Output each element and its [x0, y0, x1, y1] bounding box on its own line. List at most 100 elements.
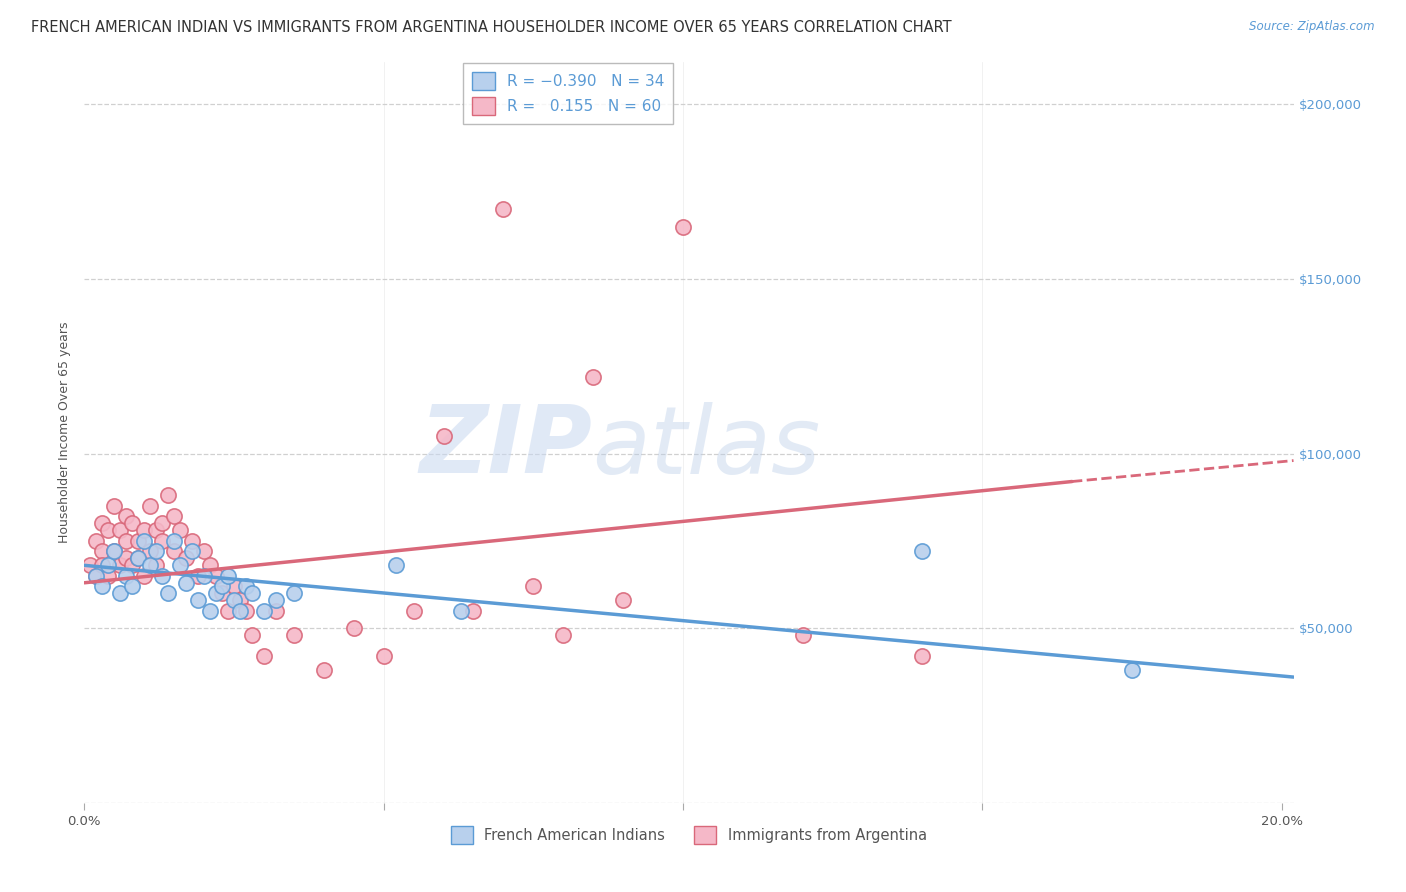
Point	[264, 604, 287, 618]
Point	[79, 558, 101, 573]
Point	[91, 579, 114, 593]
Point	[193, 569, 215, 583]
Point	[253, 649, 276, 664]
Point	[1121, 663, 1143, 677]
Legend: French American Indians, Immigrants from Argentina: French American Indians, Immigrants from…	[443, 819, 935, 851]
Point	[187, 593, 209, 607]
Point	[157, 488, 180, 502]
Point	[134, 533, 156, 548]
Point	[121, 579, 143, 593]
Point	[115, 509, 138, 524]
Point	[222, 579, 245, 593]
Point	[432, 429, 454, 443]
Point	[283, 628, 305, 642]
Point	[169, 558, 191, 573]
Point	[283, 586, 305, 600]
Point	[86, 569, 108, 583]
Point	[217, 569, 239, 583]
Point	[150, 516, 173, 531]
Point	[205, 569, 228, 583]
Point	[127, 551, 149, 566]
Point	[86, 569, 108, 583]
Point	[229, 604, 252, 618]
Point	[110, 586, 132, 600]
Text: atlas: atlas	[592, 402, 821, 493]
Point	[91, 516, 114, 531]
Point	[145, 558, 167, 573]
Point	[134, 569, 156, 583]
Y-axis label: Householder Income Over 65 years: Householder Income Over 65 years	[58, 322, 72, 543]
Point	[115, 569, 138, 583]
Point	[211, 579, 233, 593]
Point	[582, 369, 605, 384]
Point	[150, 569, 173, 583]
Point	[110, 558, 132, 573]
Point	[97, 524, 120, 538]
Point	[792, 628, 814, 642]
Point	[672, 219, 695, 234]
Point	[163, 533, 186, 548]
Point	[492, 202, 515, 216]
Point	[139, 558, 162, 573]
Point	[522, 579, 544, 593]
Point	[115, 533, 138, 548]
Point	[139, 499, 162, 513]
Point	[103, 544, 125, 558]
Point	[553, 628, 575, 642]
Point	[134, 524, 156, 538]
Point	[240, 586, 263, 600]
Point	[450, 604, 472, 618]
Point	[181, 544, 204, 558]
Point	[198, 558, 221, 573]
Point	[97, 558, 120, 573]
Point	[127, 551, 149, 566]
Point	[169, 524, 191, 538]
Point	[150, 533, 173, 548]
Point	[235, 579, 257, 593]
Point	[103, 544, 125, 558]
Point	[222, 593, 245, 607]
Point	[181, 533, 204, 548]
Point	[312, 663, 335, 677]
Text: FRENCH AMERICAN INDIAN VS IMMIGRANTS FROM ARGENTINA HOUSEHOLDER INCOME OVER 65 Y: FRENCH AMERICAN INDIAN VS IMMIGRANTS FRO…	[31, 20, 952, 35]
Point	[121, 558, 143, 573]
Point	[110, 524, 132, 538]
Point	[187, 569, 209, 583]
Point	[384, 558, 406, 573]
Point	[91, 544, 114, 558]
Point	[911, 544, 934, 558]
Point	[145, 524, 167, 538]
Point	[145, 544, 167, 558]
Point	[229, 593, 252, 607]
Point	[163, 544, 186, 558]
Point	[91, 558, 114, 573]
Point	[217, 604, 239, 618]
Point	[240, 628, 263, 642]
Point	[253, 604, 276, 618]
Point	[174, 551, 197, 566]
Text: ZIP: ZIP	[419, 401, 592, 493]
Point	[193, 544, 215, 558]
Point	[211, 586, 233, 600]
Point	[343, 621, 366, 635]
Point	[163, 509, 186, 524]
Point	[157, 586, 180, 600]
Point	[402, 604, 425, 618]
Point	[174, 575, 197, 590]
Point	[97, 569, 120, 583]
Point	[463, 604, 485, 618]
Point	[373, 649, 395, 664]
Point	[205, 586, 228, 600]
Point	[198, 604, 221, 618]
Point	[103, 499, 125, 513]
Point	[86, 533, 108, 548]
Point	[127, 533, 149, 548]
Point	[911, 649, 934, 664]
Point	[235, 604, 257, 618]
Point	[612, 593, 634, 607]
Point	[115, 551, 138, 566]
Point	[139, 544, 162, 558]
Point	[264, 593, 287, 607]
Text: Source: ZipAtlas.com: Source: ZipAtlas.com	[1250, 20, 1375, 33]
Point	[121, 516, 143, 531]
